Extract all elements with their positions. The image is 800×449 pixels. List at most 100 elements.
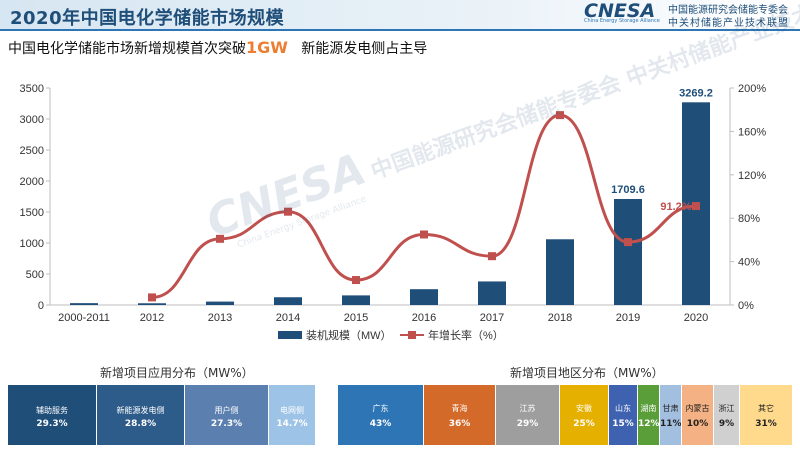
segment-value: 28.8% [124,419,157,429]
growth-rate-point [556,111,564,120]
y-right-tick-label: 80% [738,213,760,225]
distribution-segment: 其它 31% [740,385,792,445]
distribution-segment: 湖南 12% [638,385,659,445]
y-left-tick-label: 2000 [20,176,44,188]
segment-label: 用户侧 [214,406,239,415]
x-tick-label: 2000-2011 [58,312,110,324]
segment-label: 青海 [451,404,468,413]
segment-value: 27.3% [210,419,243,429]
growth-rate-point [488,252,496,261]
segment-value: 15% [612,419,634,429]
y-left-tick-label: 1500 [20,207,44,219]
y-left-tick-label: 2500 [20,145,44,157]
logo-sub: China Energy Storage Alliance [584,18,660,24]
y-left-tick-label: 1000 [20,238,44,250]
logo-cn-line2: 中关村储能产业技术联盟 [668,18,789,29]
segment-label: 电网侧 [280,406,304,415]
y-left-tick-label: 0 [38,300,44,312]
distribution-segment: 内蒙古 10% [682,385,713,445]
segment-label: 山东 [615,404,631,413]
segment-label: 其它 [758,404,774,413]
market-scale-chart: 0 500 1000 1500 2000 2500 3000 3500 0% 40% 80% 120%… [20,83,767,342]
segment-label: 内蒙古 [685,404,710,413]
bar [478,281,506,305]
bar [546,239,574,305]
distribution-segment: 甘肃 11% [660,385,681,445]
subtitle-part2: 新能源发电侧占主导 [301,41,428,57]
subtitle-part1: 中国电化学储能市场新增规模首次突破 [8,41,246,57]
data-label: 91.2% [660,201,691,213]
segment-label: 浙江 [718,404,735,413]
distribution-segment: 浙江 9% [714,385,739,445]
page-title: 2020年中国电化学储能市场规模 [10,8,285,29]
y-left-tick-label: 500 [26,269,44,281]
bar [342,295,370,305]
cnesa-logo: CNESA China Energy Storage Alliance 中国能源… [584,0,800,29]
bar [614,199,642,305]
segment-label: 安徽 [576,404,592,413]
bar [274,297,302,305]
segment-value: 43% [369,419,392,429]
y-left-tick-label: 3000 [20,114,44,126]
header-divider [0,29,800,31]
x-tick-label: 2017 [480,312,504,324]
distribution-segment: 电网侧 14.7% [269,385,315,445]
distribution-segment: 辅助服务 29.3% [8,385,96,445]
segment-label: 甘肃 [662,404,679,413]
x-tick-label: 2012 [140,312,164,324]
header-bar: 2020年中国电化学储能市场规模 CNESA China Energy Stor… [0,0,800,30]
segment-label: 湖南 [640,404,657,413]
x-tick-label: 2016 [412,312,436,324]
segment-value: 12% [638,419,659,429]
growth-rate-point [692,202,700,211]
segment-value: 29.3% [36,419,68,429]
x-tick-label: 2013 [208,312,232,324]
segment-label: 新能源发电侧 [116,406,165,415]
x-tick-label: 2014 [276,312,300,324]
data-label: 1709.6 [611,184,645,196]
segment-label: 辅助服务 [36,406,68,415]
growth-rate-line [151,113,697,299]
distribution-segment: 江苏 29% [496,385,559,445]
segment-value: 10% [686,419,709,429]
bar [410,289,438,305]
distribution-segment: 青海 36% [424,385,495,445]
bar [70,303,98,305]
chart-subtitle: 中国电化学储能市场新增规模首次突破1GW 新能源发电侧占主导 [8,38,427,58]
y-right-tick-label: 40% [738,257,760,269]
subtitle-highlight: 1GW [246,38,288,57]
growth-rate-point [216,234,224,243]
bar [138,303,166,305]
growth-rate-point [148,293,156,302]
x-tick-label: 2018 [548,312,572,324]
segment-value: 29% [516,419,539,429]
data-label: 3269.2 [679,87,713,99]
legend-line-marker [408,331,416,339]
segment-label: 广东 [372,404,389,413]
segment-label: 江苏 [519,404,536,413]
bar [206,301,234,305]
legend-line-label: 年增长率（%） [428,328,504,342]
distribution-segment: 安徽 25% [560,385,608,445]
growth-rate-point [420,230,428,239]
logo-mark: CNESA [584,0,656,22]
distribution-segment: 用户侧 27.3% [185,385,268,445]
legend-bar-label: 装机规模（MW） [306,328,392,342]
segment-value: 11% [660,419,681,429]
growth-rate-point [624,238,632,247]
y-left-tick-label: 3500 [20,83,44,95]
distribution-segment: 新能源发电侧 28.8% [97,385,184,445]
y-right-tick-label: 200% [738,83,766,95]
region-dist-title: 新增项目地区分布（MW%） [510,366,664,380]
growth-rate-point [284,207,292,216]
segment-value: 36% [448,419,471,429]
segment-value: 31% [755,419,777,429]
segment-value: 14.7% [276,419,308,429]
segment-value: 25% [573,419,595,429]
legend-bar-swatch [278,331,302,339]
distribution-segment: 广东 43% [338,385,423,445]
segment-value: 9% [718,419,735,429]
y-right-tick-label: 120% [738,170,766,182]
application-dist-title: 新增项目应用分布（MW%） [100,366,254,380]
x-tick-label: 2015 [344,312,368,324]
